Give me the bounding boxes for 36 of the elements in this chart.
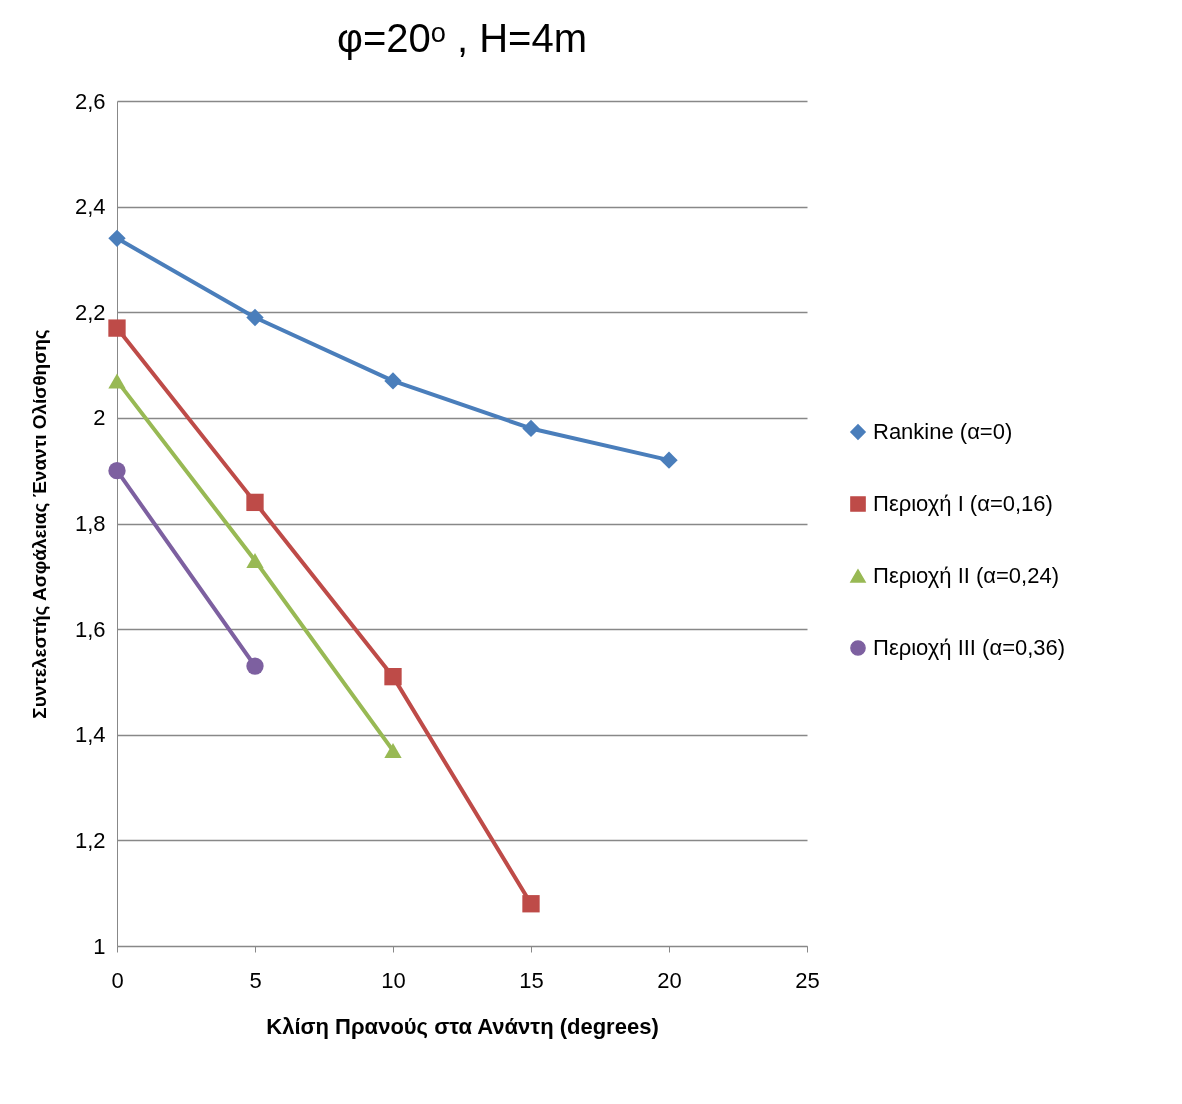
- y-tick-label: 1,8: [74, 511, 106, 536]
- point: [108, 229, 126, 247]
- point: [384, 743, 402, 759]
- y-tick-label: 2,2: [74, 299, 106, 325]
- x-tick-label: 5: [249, 967, 262, 993]
- point: [384, 668, 402, 686]
- y-tick-label: 2: [93, 405, 106, 431]
- x-axis-title: Κλίση Πρανούς στα Ανάντη (degrees): [266, 1013, 659, 1039]
- point: [522, 895, 540, 913]
- x-tick-label: 10: [381, 967, 406, 993]
- legend-label: Περιοχή I (α=0,16): [873, 491, 1053, 516]
- point: [108, 462, 126, 480]
- legend-label: Περιοχή II (α=0,24): [873, 563, 1060, 588]
- point: [246, 308, 264, 327]
- y-tick-label: 1,2: [74, 827, 106, 853]
- x-tick-label: 20: [657, 967, 682, 993]
- point: [246, 552, 264, 568]
- y-tick-label: 2,6: [74, 88, 106, 114]
- point: [246, 493, 264, 512]
- y-tick-label: 1,6: [74, 616, 106, 642]
- point: [246, 657, 264, 675]
- point: [660, 451, 678, 469]
- x-tick-label: 0: [111, 967, 124, 993]
- legend-label: Rankine (α=0): [873, 419, 1013, 444]
- x-tick-label: 25: [795, 967, 820, 993]
- point: [384, 372, 402, 390]
- chart-title: φ=20ᵒ , H=4m: [336, 16, 588, 60]
- x-tick-label: 15: [519, 967, 544, 993]
- y-axis-title: Συντελεστής Ασφάλειας Έναντι Ολίσθησης: [28, 329, 50, 719]
- point: [108, 373, 126, 389]
- legend-label: Περιοχή III (α=0,36): [873, 635, 1066, 660]
- point: [522, 419, 540, 438]
- y-tick-label: 2,4: [74, 194, 106, 220]
- y-tick-label: 1: [93, 933, 106, 959]
- point: [108, 319, 126, 337]
- y-tick-label: 1,4: [74, 722, 106, 748]
